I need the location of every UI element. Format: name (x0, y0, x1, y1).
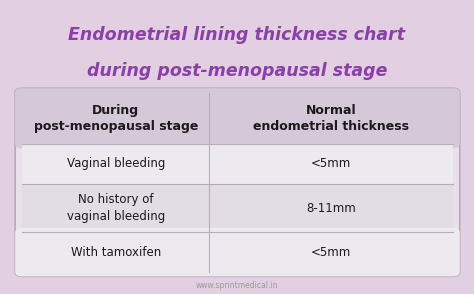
Text: No history of
vaginal bleeding: No history of vaginal bleeding (67, 193, 165, 223)
Text: Endometrial lining thickness chart: Endometrial lining thickness chart (69, 26, 405, 44)
Bar (22, 144, 453, 184)
FancyBboxPatch shape (15, 88, 460, 148)
FancyBboxPatch shape (15, 228, 460, 276)
Text: Vaginal bleeding: Vaginal bleeding (67, 157, 165, 171)
Bar (22, 232, 453, 252)
Text: www.sprintmedical.in: www.sprintmedical.in (196, 281, 278, 290)
Text: <5mm: <5mm (311, 245, 351, 259)
Text: 8-11mm: 8-11mm (306, 201, 356, 215)
Text: With tamoxifen: With tamoxifen (71, 245, 161, 259)
FancyBboxPatch shape (15, 88, 460, 276)
Text: during post-menopausal stage: during post-menopausal stage (87, 61, 387, 80)
Text: During
post-menopausal stage: During post-menopausal stage (34, 103, 198, 133)
Text: Normal
endometrial thickness: Normal endometrial thickness (253, 103, 409, 133)
Bar (22, 184, 453, 232)
Bar (22, 118, 453, 144)
Text: <5mm: <5mm (311, 157, 351, 171)
